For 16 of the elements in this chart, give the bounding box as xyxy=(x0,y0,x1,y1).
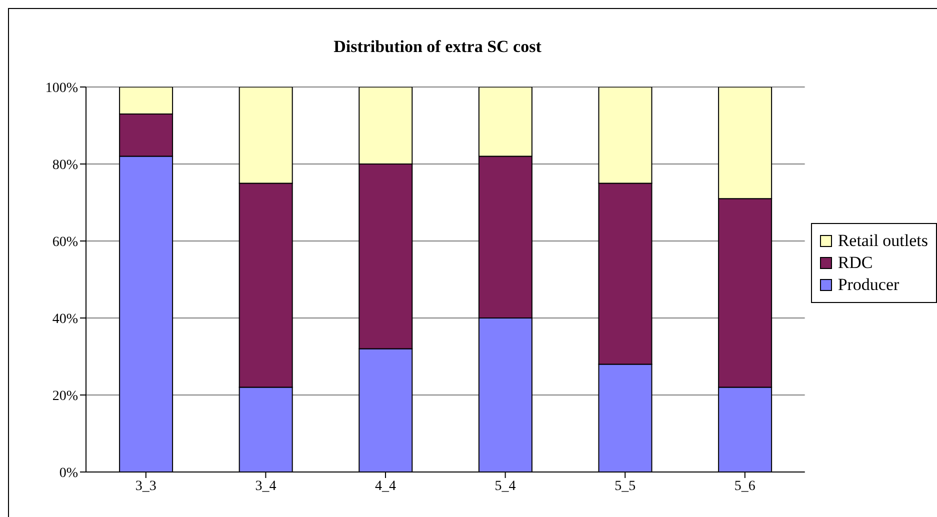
legend-label: RDC xyxy=(838,252,873,274)
x-tick-label: 5_6 xyxy=(734,478,756,494)
y-tick-label: 100% xyxy=(45,80,78,96)
legend-label: Retail outlets xyxy=(838,230,928,252)
x-tick-label: 5_4 xyxy=(494,478,516,494)
y-tick-label: 40% xyxy=(52,312,78,327)
x-tick-label: 4_4 xyxy=(375,478,396,494)
y-tick-label: 80% xyxy=(52,158,78,173)
x-tick-label: 3_4 xyxy=(255,478,276,494)
x-tick-label: 5_5 xyxy=(614,478,636,494)
y-tick-label: 0% xyxy=(59,466,78,481)
y-tick-label: 60% xyxy=(52,234,78,250)
x-tick-label: 3_3 xyxy=(135,478,156,494)
chart-title: Distribution of extra SC cost xyxy=(332,37,542,57)
y-tick-label: 20% xyxy=(52,388,78,404)
legend-label: Producer xyxy=(838,274,900,296)
